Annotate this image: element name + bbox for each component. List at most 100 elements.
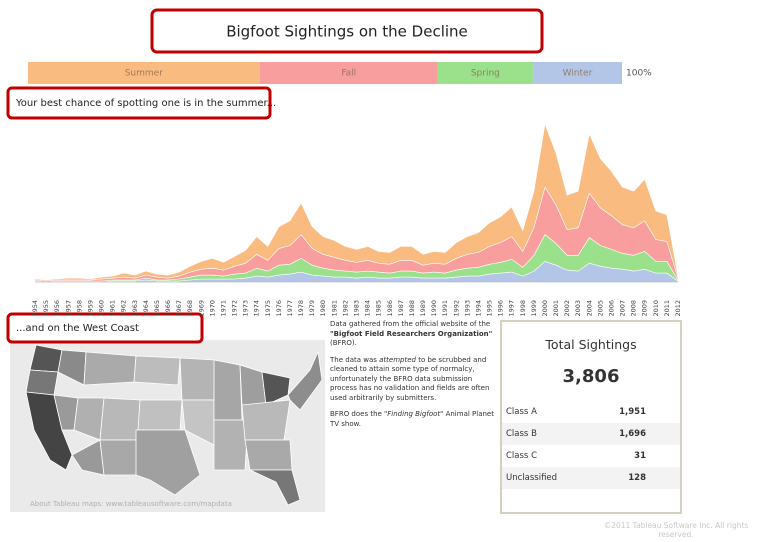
x-tick-label: 1993 [463,300,471,317]
x-tick-label: 1967 [175,300,183,317]
note-text: "Bigfoot Field Researchers Organization" [330,329,493,338]
x-tick-label: 1977 [286,300,294,317]
notes: Data gathered from the official website … [330,320,495,436]
x-tick-label: 1998 [519,300,527,317]
x-tick-label: 2006 [607,300,615,317]
row-value: 31 [634,451,646,461]
summary-total: 3,806 [562,366,620,387]
summary-row: Class B 1,696 [502,423,680,445]
season-bar [259,62,438,84]
x-tick-label: 1956 [53,300,61,317]
x-tick-label: 1999 [530,300,538,317]
row-label: Class A [506,407,537,417]
season-label: Winter [563,69,593,79]
footer: ©2011 Tableau Software Inc. All rights r… [603,521,749,539]
x-tick-label: 1994 [474,300,482,317]
annotation: Your best chance of spotting one is in t… [15,98,276,109]
row-label: Unclassified [506,473,558,483]
x-tick-label: 1962 [120,300,128,317]
season-label: Summer [125,69,163,79]
season-bar [437,62,533,84]
x-tick-label: 1954 [31,300,39,317]
x-tick-label: 1974 [253,300,261,317]
x-tick-label: 2011 [663,300,671,317]
x-tick-label: 1984 [364,300,372,317]
note-paragraph: Data gathered from the official website … [330,320,495,349]
x-tick-label: 1985 [375,300,383,317]
x-tick-label: 2001 [552,300,560,317]
x-tick-label: 1965 [153,300,161,317]
x-tick-label: 1996 [497,300,505,317]
row-value: 1,696 [619,429,646,439]
x-tick-label: 1992 [452,300,460,317]
x-tick-label: 2003 [574,300,582,317]
x-tick-label: 1990 [430,300,438,317]
season-label: Fall [341,69,356,79]
x-tick-label: 1988 [408,300,416,317]
x-tick-label: 1955 [42,300,50,317]
x-tick-label: 1976 [275,300,283,317]
x-tick-label: 1969 [197,300,205,317]
axis-label: 100% [626,69,652,79]
x-tick-label: 1968 [186,300,194,317]
note-text: (BFRO). [330,339,357,347]
highlight-box [150,8,544,54]
x-tick-label: 1959 [86,300,94,317]
x-tick-label: 1966 [164,300,172,317]
x-tick-label: 1975 [264,300,272,317]
note-text: "Finding Bigfoot" [384,410,444,418]
season-bar [532,62,622,84]
us-map [10,340,325,512]
area-series [34,122,679,282]
x-tick-label: 2005 [596,300,604,317]
x-tick-label: 1981 [330,300,338,317]
x-tick-label: 1995 [486,300,494,317]
note-text: Animal Planet TV show. [330,410,494,428]
note-text: to be scrubbed and cleaned to attain som… [330,355,490,402]
dashboard-title: Bigfoot Sightings on the Decline [226,23,468,41]
season-bar [28,62,260,84]
season-label: Spring [471,69,500,79]
note-text: attempted [379,355,416,364]
x-tick-label: 1972 [231,300,239,317]
x-tick-label: 1986 [386,300,394,317]
row-label: Class B [506,429,537,439]
x-tick-label: 1979 [308,300,316,317]
x-tick-label: 2010 [652,300,660,317]
annotation: ...and on the West Coast [16,323,139,334]
note-paragraph: The data was attempted to be scrubbed an… [330,356,495,404]
x-tick-label: 2004 [585,300,593,317]
x-tick-label: 2009 [641,300,649,317]
x-tick-label: 1991 [441,300,449,317]
highlight-box [6,312,204,344]
x-tick-label: 1973 [242,300,250,317]
summary-panel: Total Sightings 3,806 Class A 1,951 Class … [500,320,682,514]
map-credit: About Tableau maps: www.tableausoftware.… [30,500,232,508]
x-tick-label: 1997 [508,300,516,317]
x-tick-label: 1964 [142,300,150,317]
x-tick-label: 1971 [219,300,227,317]
x-tick-label: 1970 [208,300,216,317]
summary-rows: Class A 1,951 Class B 1,696 Class C 31 Unclass… [502,401,680,489]
row-value: 128 [628,473,646,483]
note-text: Data gathered from the official website … [330,320,491,328]
row-value: 1,951 [619,407,646,417]
x-tick-label: 1983 [353,300,361,317]
x-tick-label: 2008 [630,300,638,317]
highlight-box [6,86,272,120]
x-tick-label: 1963 [131,300,139,317]
x-tick-label: 1958 [75,300,83,317]
x-tick-label: 2000 [541,300,549,317]
note-text: BFRO does the [330,410,385,418]
note-text: The data was [330,355,380,364]
summary-row: Class C 31 [502,445,680,467]
x-tick-label: 2002 [563,300,571,317]
x-tick-label: 1980 [319,300,327,317]
x-tick-label: 1978 [297,300,305,317]
x-tick-label: 1987 [397,300,405,317]
summary-title: Total Sightings [545,337,637,352]
x-tick-label: 1960 [98,300,106,317]
note-paragraph: BFRO does the "Finding Bigfoot" Animal P… [330,410,495,429]
x-tick-label: 1989 [419,300,427,317]
